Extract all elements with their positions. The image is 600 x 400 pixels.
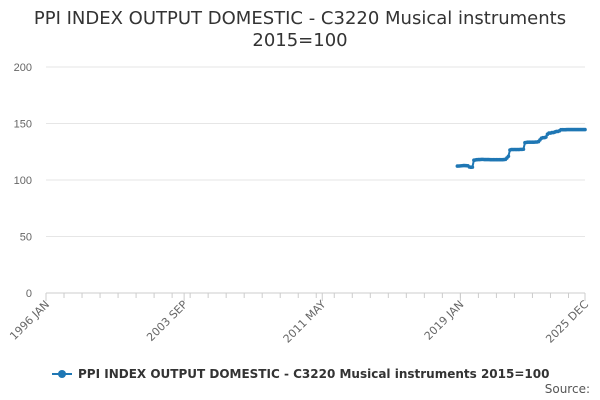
legend-marker — [58, 370, 66, 378]
chart-title-line-1: PPI INDEX OUTPUT DOMESTIC - C3220 Musica… — [33, 8, 567, 29]
data-point — [521, 147, 526, 152]
legend-label: PPI INDEX OUTPUT DOMESTIC - C3220 Musica… — [78, 367, 550, 381]
grid-lines — [46, 66, 585, 237]
y-tick-label: 200 — [14, 62, 32, 74]
data-point — [506, 154, 511, 159]
axes: 0 50 100 150 200 1996 JAN 2003 SEP 2011 MAY 2019… — [7, 62, 591, 346]
x-tick-label: 2019 JAN — [422, 298, 467, 343]
source-label: Source: — [544, 382, 590, 396]
y-tick-label: 50 — [20, 232, 32, 244]
legend[interactable]: PPI INDEX OUTPUT DOMESTIC - C3220 Musica… — [52, 364, 549, 384]
y-tick-label: 100 — [14, 175, 32, 187]
data-point — [470, 165, 475, 169]
series-layer — [455, 127, 587, 170]
chart-title: PPI INDEX OUTPUT DOMESTIC - C3220 Musica… — [0, 8, 600, 52]
data-point — [544, 135, 548, 139]
data-point — [583, 127, 587, 132]
y-tick-label: 0 — [26, 288, 32, 300]
y-tick-label: 150 — [14, 119, 32, 131]
x-tick-label: 1996 JAN — [7, 298, 52, 343]
chart-title-line-2: 2015=100 — [252, 30, 348, 51]
x-tick-label: 2011 MAY — [281, 298, 329, 346]
x-tick-label: 2003 SEP — [144, 298, 190, 344]
legend-symbol — [52, 368, 72, 380]
x-tick-label: 2025 DEC — [543, 298, 591, 346]
